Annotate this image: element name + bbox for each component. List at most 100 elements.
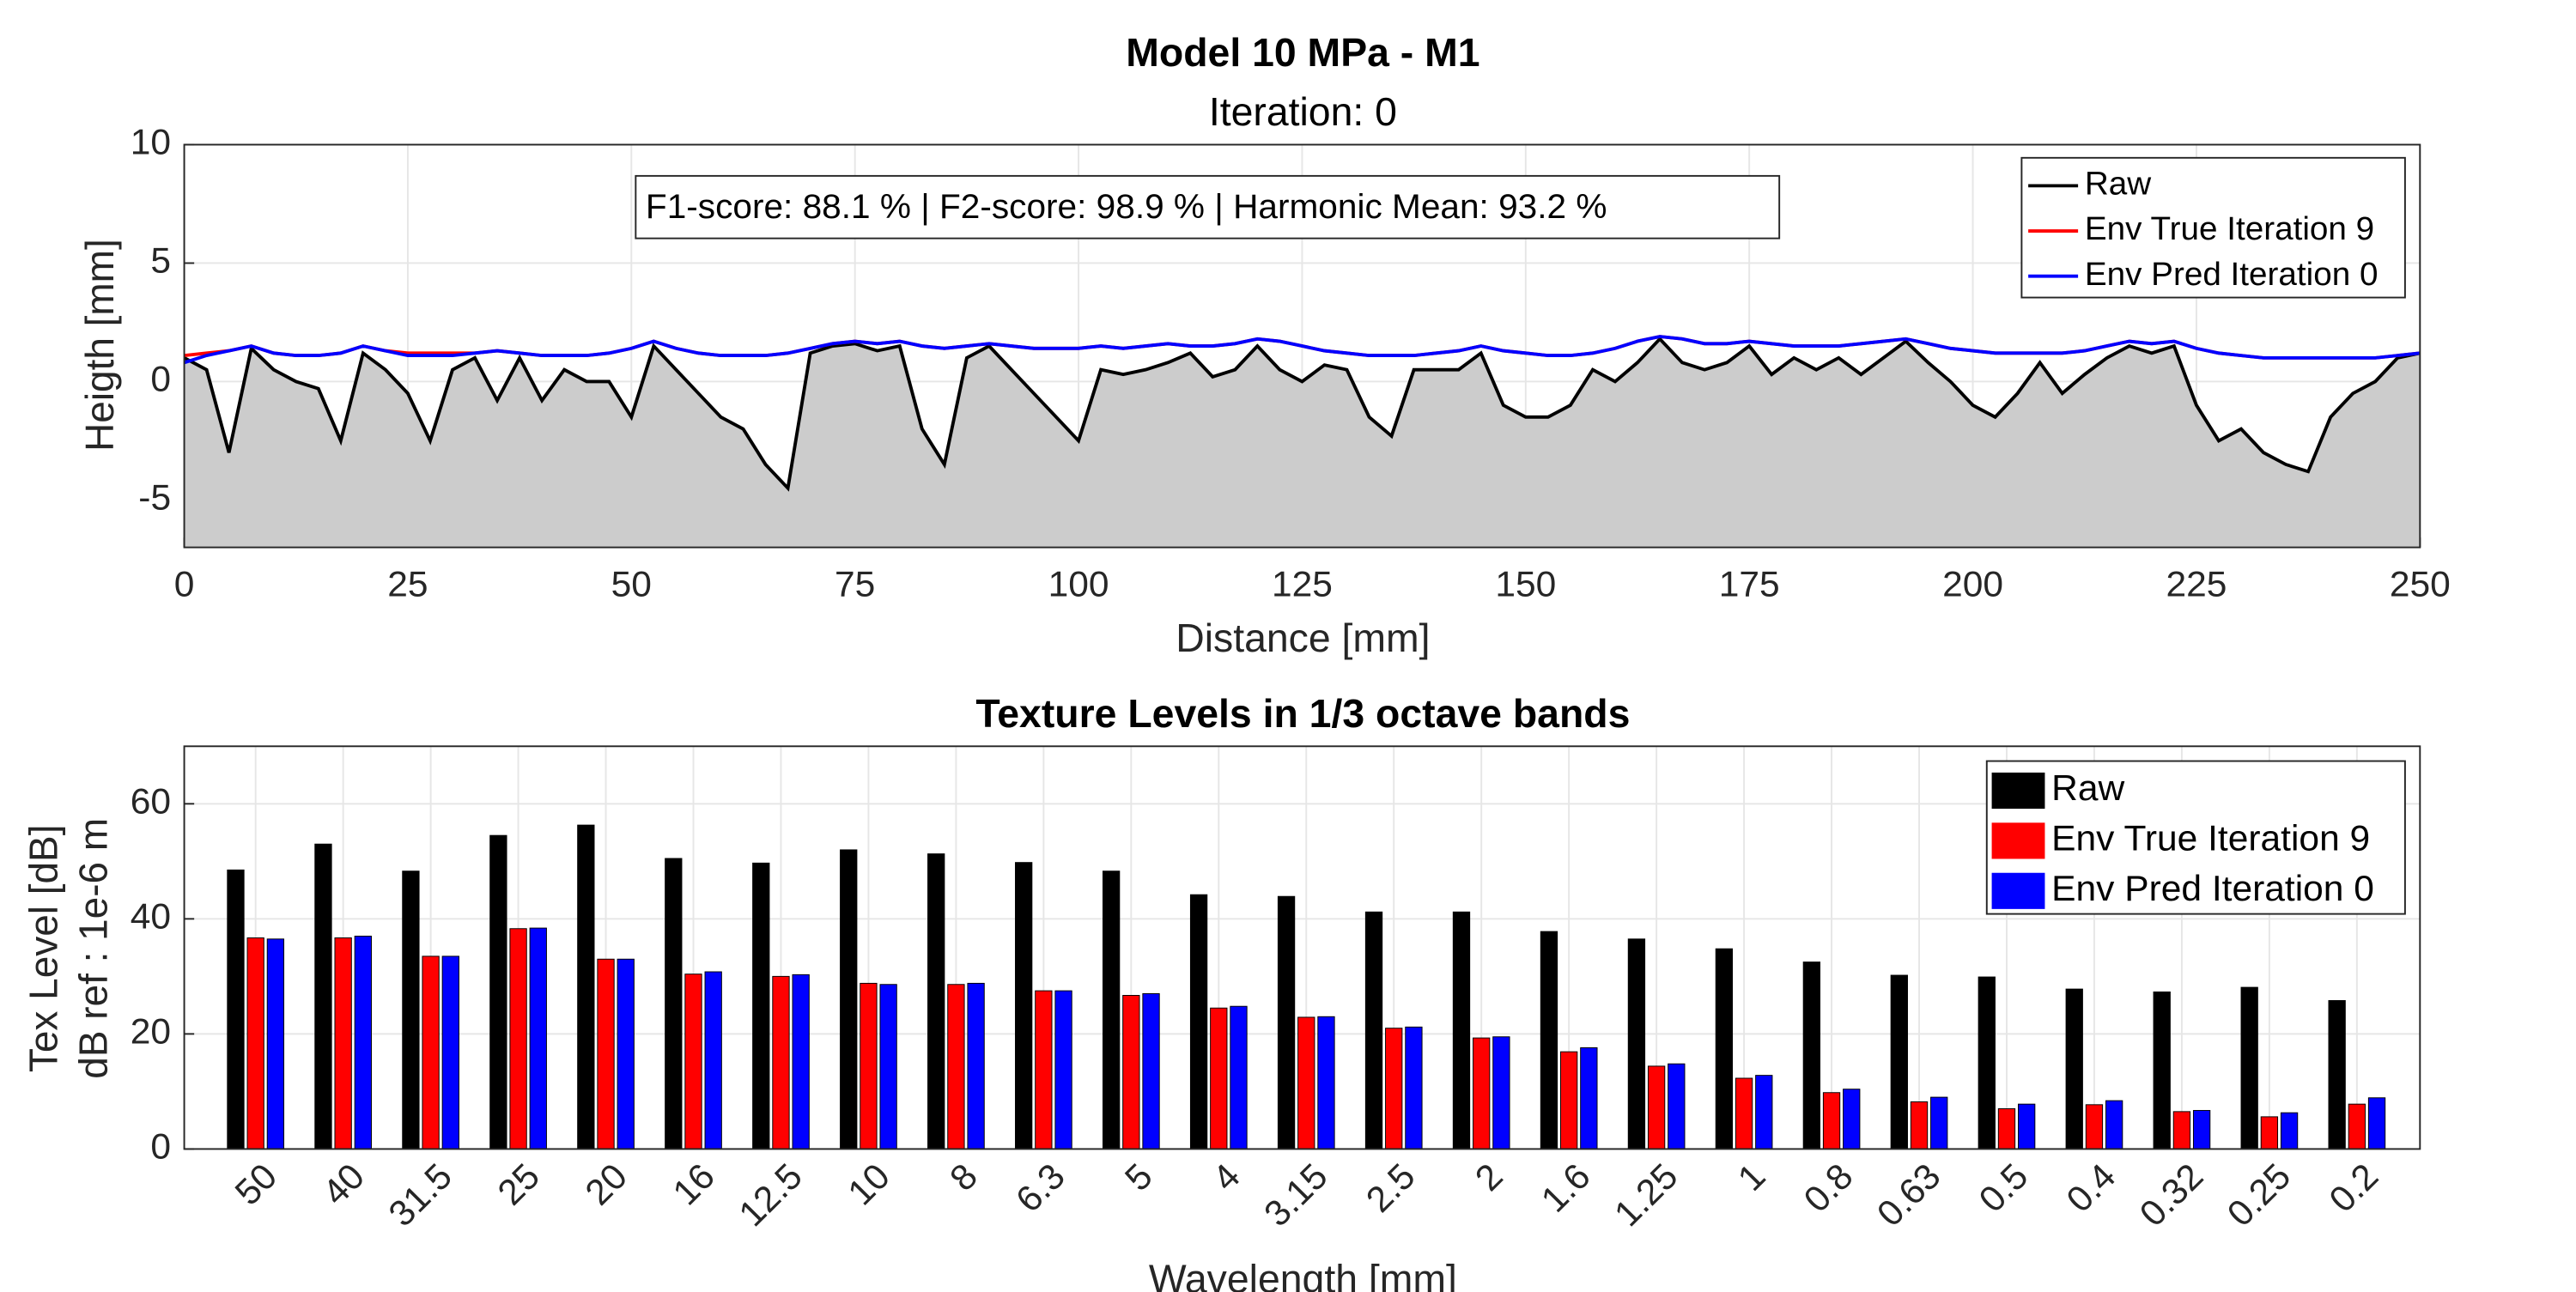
bar <box>1452 911 1471 1149</box>
bar <box>1930 1096 1948 1149</box>
bar <box>1890 974 1908 1149</box>
axes-box <box>183 143 2421 549</box>
bar <box>227 869 245 1149</box>
bar <box>2065 988 2083 1149</box>
bar <box>947 984 965 1149</box>
x-tick-label: 1.6 <box>1534 1156 1598 1219</box>
x-tick-label: 100 <box>1048 564 1109 604</box>
legend-label: Raw <box>2051 767 2124 808</box>
bar <box>1997 1108 2016 1149</box>
bar <box>1385 1028 1403 1149</box>
legend-swatch <box>1991 772 2045 810</box>
x-tick-label: 12.5 <box>731 1156 810 1234</box>
x-tick-label: 0.63 <box>1869 1156 1948 1234</box>
bar <box>2105 1100 2123 1149</box>
y-axis-label: Heigth [mm] <box>77 239 122 452</box>
bar <box>246 937 264 1149</box>
bar <box>597 958 615 1149</box>
bar <box>1122 995 1140 1149</box>
x-tick-label: 250 <box>2390 564 2451 604</box>
bar <box>2367 1097 2386 1149</box>
x-tick-label: 150 <box>1495 564 1556 604</box>
bar <box>1189 894 1208 1149</box>
bar <box>1297 1016 1315 1149</box>
x-tick-label: 0.25 <box>2220 1156 2299 1234</box>
bar <box>354 935 372 1149</box>
bar <box>2192 1110 2211 1149</box>
x-tick-label: 0.32 <box>2132 1156 2211 1234</box>
bar <box>1230 1005 1248 1149</box>
bar <box>2280 1112 2299 1149</box>
x-tick-label: 0.4 <box>2058 1156 2123 1219</box>
chart-title: Texture Levels in 1/3 octave bands <box>975 691 1630 736</box>
x-tick-label: 3.15 <box>1256 1156 1335 1234</box>
x-axis-label: Distance [mm] <box>1176 616 1430 660</box>
x-tick-label: 5 <box>1117 1156 1160 1198</box>
bar <box>441 955 459 1149</box>
y-tick-label: -5 <box>138 477 171 518</box>
bar <box>2240 986 2258 1149</box>
area <box>184 338 2421 548</box>
legend-label: Env True Iteration 9 <box>2051 818 2370 858</box>
legend-label: Env Pred Iteration 0 <box>2085 256 2379 293</box>
chart-title: Model 10 MPa - M1 <box>1126 30 1479 75</box>
y-tick-label: 40 <box>131 896 171 937</box>
bar <box>1277 895 1296 1149</box>
bar <box>967 982 985 1149</box>
bar <box>2172 1111 2191 1149</box>
y-axis-label: Tex Level [dB] <box>21 825 65 1073</box>
x-tick-label: 4 <box>1205 1156 1248 1198</box>
x-tick-label: 75 <box>835 564 875 604</box>
bar <box>402 870 420 1149</box>
x-tick-label: 125 <box>1272 564 1333 604</box>
y-tick-label: 20 <box>131 1011 171 1052</box>
bar <box>1627 938 1646 1149</box>
bar <box>577 824 595 1149</box>
legend-label: Raw <box>2085 166 2152 203</box>
bar <box>1473 1037 1491 1149</box>
line <box>183 336 2421 492</box>
legend-label: Env True Iteration 9 <box>2085 210 2374 247</box>
y-tick-label: 0 <box>150 359 171 399</box>
y-tick-label: 10 <box>131 122 171 162</box>
chart-subtitle: Iteration: 0 <box>1209 89 1397 134</box>
bar <box>2085 1104 2104 1149</box>
bar <box>1210 1007 1228 1149</box>
annotation: F1-score: 88.1 % | F2-score: 98.9 % | Ha… <box>646 186 1607 226</box>
bar <box>879 984 897 1149</box>
x-tick-label: 25 <box>387 564 428 604</box>
bar <box>752 862 770 1149</box>
bar <box>684 974 702 1149</box>
bar <box>266 938 285 1149</box>
x-axis-label: Wavelength [mm] <box>1149 1257 1457 1292</box>
bar <box>772 975 790 1149</box>
x-tick-label: 200 <box>1942 564 2003 604</box>
annotation-box <box>635 174 1781 240</box>
y-tick-label: 5 <box>150 240 171 281</box>
bar <box>1015 862 1033 1149</box>
bar <box>1822 1092 1841 1149</box>
bar <box>1755 1075 1773 1149</box>
axes-box <box>183 745 2421 1150</box>
bar <box>1405 1026 1423 1149</box>
legend-swatch <box>1991 822 2045 859</box>
bar <box>665 858 683 1149</box>
x-tick-label: 175 <box>1719 564 1780 604</box>
x-tick-label: 50 <box>228 1156 285 1212</box>
bar <box>617 958 635 1149</box>
bar <box>704 971 722 1149</box>
bar <box>2260 1116 2279 1149</box>
x-tick-label: 6.3 <box>1008 1156 1072 1219</box>
bar <box>529 927 547 1149</box>
x-tick-label: 0.2 <box>2321 1156 2385 1219</box>
bar <box>1580 1046 1598 1149</box>
x-tick-label: 1 <box>1730 1156 1773 1198</box>
bar <box>489 834 507 1149</box>
bar <box>2348 1103 2366 1149</box>
bar <box>1054 990 1072 1149</box>
bar <box>422 955 440 1149</box>
bar <box>2153 991 2171 1149</box>
bar <box>927 853 945 1149</box>
x-tick-label: 50 <box>611 564 652 604</box>
